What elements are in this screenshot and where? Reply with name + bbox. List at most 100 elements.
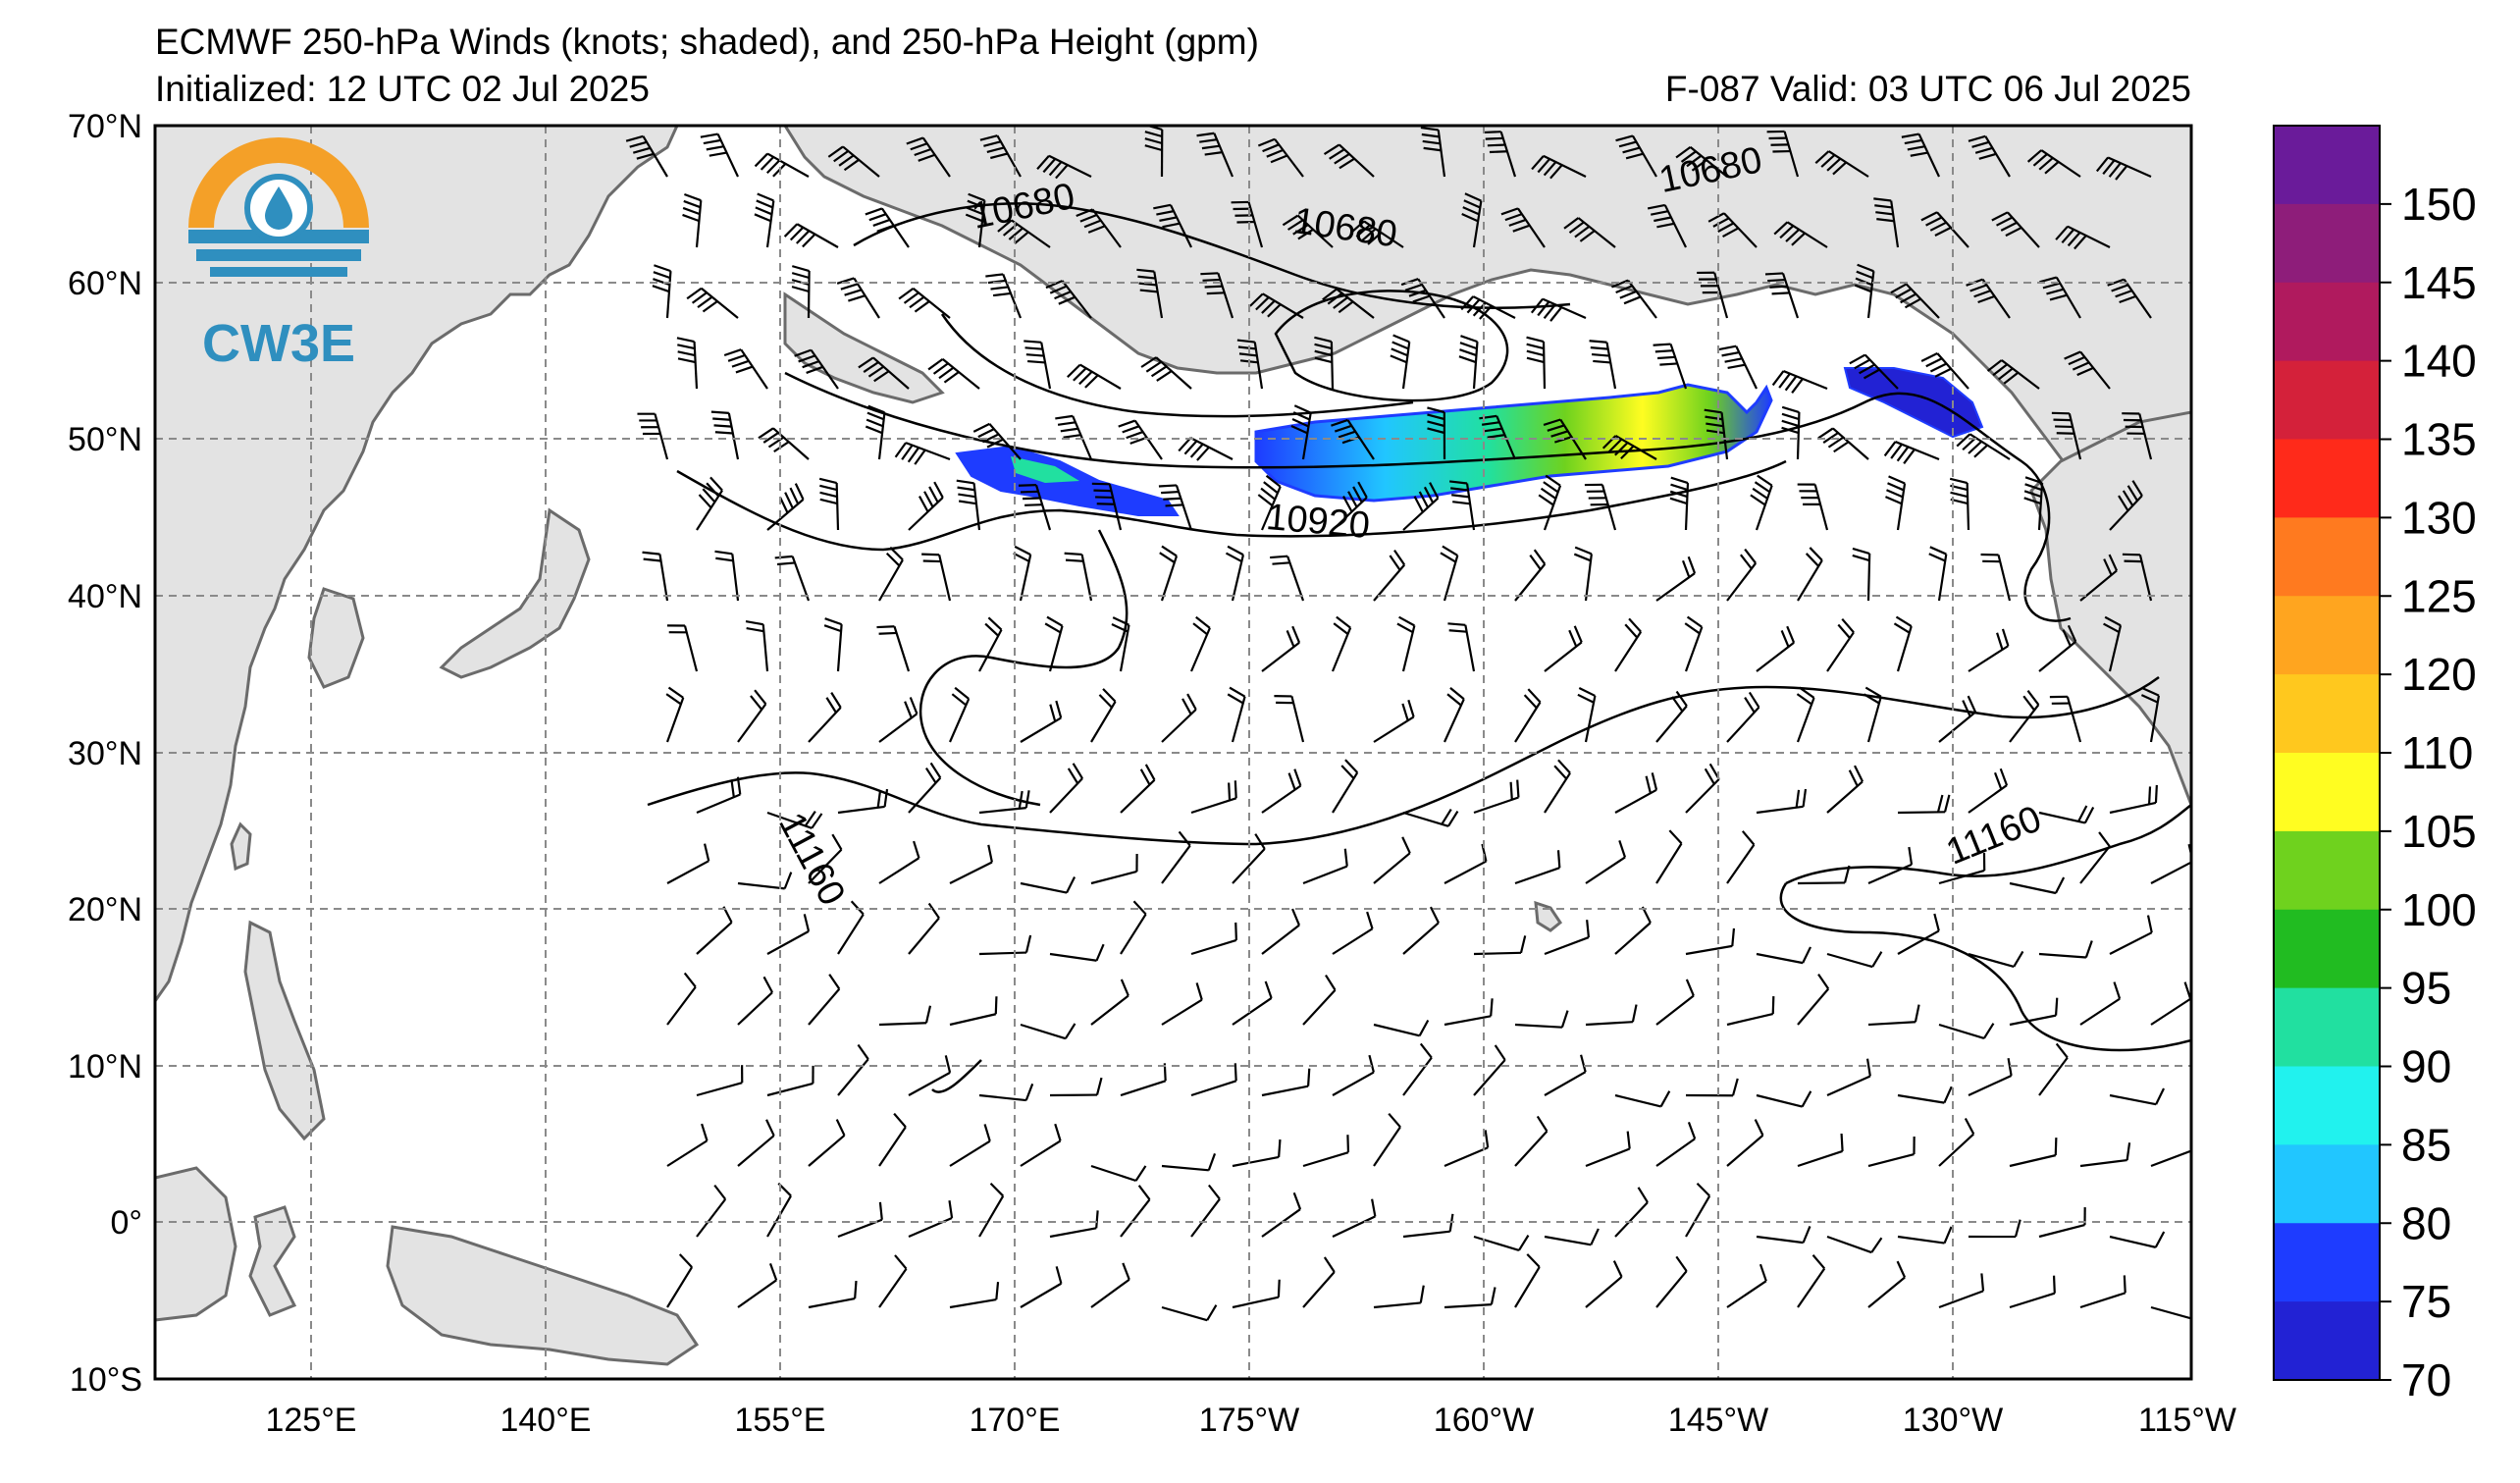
wind-barb-feather xyxy=(1297,228,1314,240)
wind-barb-feather xyxy=(1822,432,1839,444)
wind-barb-staff xyxy=(878,713,919,743)
wind-barb-staff xyxy=(1735,345,1758,390)
wind-barb-feather xyxy=(2067,624,2077,643)
wind-barb-feather xyxy=(1619,290,1637,299)
wind-barb-feather xyxy=(2154,1231,2166,1248)
wind-barb-staff xyxy=(1655,1138,1696,1167)
wind-barb-feather xyxy=(1199,138,1218,143)
colorbar-label: 70 xyxy=(2401,1354,2451,1405)
wind-barb-feather xyxy=(1895,615,1913,627)
wind-barb-feather xyxy=(878,1201,883,1220)
wind-barb-staff xyxy=(1655,705,1688,743)
wind-barb-feather xyxy=(2055,1042,2069,1059)
wind-barb-feather xyxy=(1799,686,1815,699)
wind-barb-feather xyxy=(1791,232,1806,246)
wind-barb-feather xyxy=(1560,1010,1569,1029)
wind-barb-feather xyxy=(1266,148,1284,158)
wind-barb-feather xyxy=(924,767,937,784)
wind-barb-feather xyxy=(1392,334,1410,344)
wind-barb-feather xyxy=(1278,1139,1282,1158)
wind-barb-staff xyxy=(1169,204,1192,248)
wind-barb-staff xyxy=(1231,696,1246,743)
wind-barb-feather xyxy=(1458,355,1477,364)
wind-barb-feather xyxy=(791,272,810,280)
wind-barb-feather xyxy=(1771,291,1790,295)
wind-barb-feather xyxy=(1291,418,1309,428)
wind-barb-staff xyxy=(837,913,865,955)
wind-barb-feather xyxy=(835,1119,846,1137)
wind-barb-staff xyxy=(808,1134,846,1167)
wind-barb-feather xyxy=(2111,284,2128,292)
wind-barb-feather xyxy=(715,556,734,562)
wind-barb-feather xyxy=(1991,211,2009,222)
wind-barb-feather xyxy=(1018,483,1036,487)
wind-barb-staff xyxy=(1832,427,1869,460)
wind-barb-feather xyxy=(1063,434,1081,439)
wind-barb-feather xyxy=(2098,831,2111,848)
wind-barb-feather xyxy=(1024,503,1043,506)
wind-barb-staff xyxy=(737,881,785,890)
wind-barb-feather xyxy=(1427,413,1445,421)
wind-barb-feather xyxy=(1393,550,1406,566)
wind-barb-staff xyxy=(1669,344,1688,390)
wind-barb-feather xyxy=(1785,229,1801,242)
wind-barb-staff xyxy=(1684,626,1704,672)
wind-barb-feather xyxy=(1401,703,1409,721)
wind-barb-feather xyxy=(625,134,644,142)
wind-barb-feather xyxy=(1449,480,1468,485)
wind-barb-feather xyxy=(1654,216,1672,223)
wind-barb-feather xyxy=(746,626,764,633)
wind-barb-staff xyxy=(810,348,839,390)
wind-barb-staff xyxy=(1190,1080,1237,1097)
wind-barb-feather xyxy=(1696,1182,1710,1197)
wind-barb-feather xyxy=(1865,1058,1871,1077)
wind-barb-feather xyxy=(794,348,812,357)
wind-barb-staff xyxy=(2107,156,2152,179)
wind-barb-feather xyxy=(1833,441,1850,453)
wind-barb-feather xyxy=(1908,846,1914,866)
wind-barb-feather xyxy=(1270,154,1288,164)
wind-barb-feather xyxy=(1137,275,1156,280)
wind-barb-staff xyxy=(1866,553,1871,602)
wind-barb-feather xyxy=(1820,154,1836,168)
wind-barb-feather xyxy=(2003,371,2020,385)
wind-barb-feather xyxy=(1144,764,1156,781)
wind-barb-staff xyxy=(1253,342,1264,390)
wind-barb-feather xyxy=(1950,491,1969,499)
wind-barb-feather xyxy=(1418,491,1430,508)
wind-barb-feather xyxy=(818,477,837,485)
wind-barb-feather xyxy=(1707,212,1725,223)
wind-barb-staff xyxy=(1614,1201,1649,1238)
wind-barb-staff xyxy=(808,1297,856,1309)
wind-barb-staff xyxy=(2138,413,2153,460)
wind-barb-feather xyxy=(1084,374,1099,389)
wind-barb-feather xyxy=(1767,278,1786,283)
wind-barb-staff xyxy=(1826,780,1864,814)
wind-barb-feather xyxy=(1132,900,1147,916)
wind-barb-feather xyxy=(903,291,919,304)
wind-barb-feather xyxy=(1778,373,1791,389)
wind-barb-staff xyxy=(1897,1093,1945,1104)
wind-barb-staff xyxy=(2007,211,2040,248)
wind-barb-feather xyxy=(840,283,859,291)
jet-core-main xyxy=(1254,383,1773,503)
wind-barb-staff xyxy=(1937,554,1948,602)
wind-barb-feather xyxy=(1896,446,1910,462)
lat-label: 50°N xyxy=(68,421,142,458)
wind-barb-staff xyxy=(1302,1151,1349,1168)
wind-barb-staff xyxy=(908,917,940,955)
wind-barb-feather xyxy=(1910,151,1928,157)
wind-barb-feather xyxy=(1669,490,1688,499)
colorbar-swatch xyxy=(2274,282,2380,362)
wind-barb-feather xyxy=(1801,1090,1812,1108)
wind-barb-staff xyxy=(1797,1149,1843,1168)
wind-barb-feather xyxy=(783,223,799,238)
wind-barb-staff xyxy=(878,1022,927,1027)
wind-barb-feather xyxy=(1013,552,1030,562)
wind-barb-staff xyxy=(654,413,669,460)
wind-barb-feather xyxy=(1540,487,1556,500)
logo-text: CW3E xyxy=(202,314,355,373)
wind-barb-staff xyxy=(1120,778,1156,814)
wind-barb-feather xyxy=(1236,339,1255,344)
wind-barb-feather xyxy=(706,482,720,498)
